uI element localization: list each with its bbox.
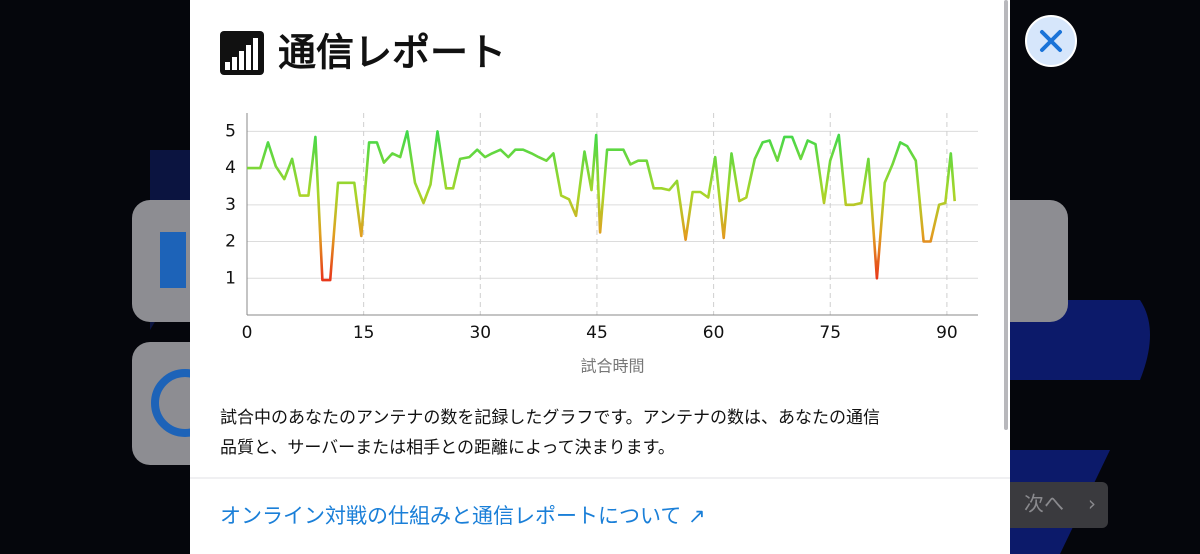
description-line: 試合中のあなたのアンテナの数を記録したグラフです。アンテナの数は、あなたの通信 (220, 408, 880, 428)
help-link[interactable]: オンライン対戦の仕組みと通信レポートについて ↗ (220, 504, 706, 528)
next-chevron: › (1088, 492, 1096, 516)
x-tick-label: 75 (819, 323, 841, 343)
dialog (190, 0, 1010, 554)
signal-bars (225, 38, 258, 70)
x-tick-label: 90 (936, 323, 958, 343)
y-tick-label: 1 (225, 268, 236, 288)
y-tick-label: 4 (225, 158, 236, 178)
x-tick-label: 0 (242, 323, 253, 343)
x-tick-label: 45 (586, 323, 608, 343)
x-tick-label: 15 (353, 323, 375, 343)
scrollbar (1004, 0, 1008, 430)
x-tick-label: 30 (469, 323, 491, 343)
dialog-title: 通信レポート (278, 31, 506, 75)
close-icon (1040, 30, 1062, 52)
y-tick-label: 3 (225, 195, 236, 215)
y-tick-label: 2 (225, 232, 236, 252)
signal-line (247, 130, 956, 282)
description-line: 品質と、サーバーまたは相手との距離によって決まります。 (220, 438, 675, 458)
x-axis-label: 試合時間 (580, 357, 644, 376)
x-tick-label: 60 (703, 323, 725, 343)
bg-icon (160, 232, 186, 288)
next-label: 次へ (1024, 492, 1064, 516)
y-tick-label: 5 (225, 121, 236, 141)
next-button[interactable] (980, 482, 1108, 528)
